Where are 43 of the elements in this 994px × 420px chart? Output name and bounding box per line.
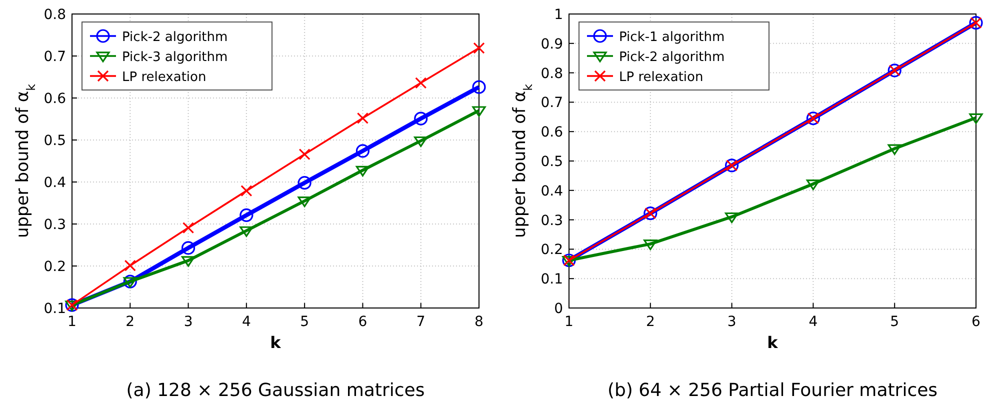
legend-label: Pick-2 algorithm	[122, 30, 228, 45]
y-tick-label: 0	[554, 301, 563, 317]
x-tick-label: 2	[646, 314, 655, 330]
y-tick-label: 0.9	[540, 36, 563, 52]
legend-label: Pick-3 algorithm	[122, 50, 228, 65]
y-tick-label: 0.7	[540, 95, 563, 112]
legend-label: Pick-2 algorithm	[619, 50, 725, 65]
y-tick-label: 0.8	[540, 66, 563, 82]
x-tick-label: 5	[300, 314, 310, 330]
y-tick-label: 0.5	[540, 154, 563, 170]
x-tick-label: 6	[358, 314, 368, 330]
y-tick-label: 0.7	[44, 49, 66, 65]
legend-label: LP relexation	[122, 70, 206, 85]
y-tick-label: 0.3	[540, 212, 563, 229]
x-tick-label: 4	[808, 314, 818, 330]
x-tick-label: 4	[242, 314, 251, 330]
x-tick-label: 2	[126, 314, 135, 330]
y-tick-label: 0.1	[540, 272, 563, 288]
legend-label: Pick-1 algorithm	[619, 30, 725, 45]
text: (a) 128 × 256 Gaussian matrices	[126, 380, 425, 401]
y-tick-label: 0.2	[540, 242, 563, 258]
y-tick-label: 1	[554, 7, 563, 23]
y-tick-label: 0.8	[44, 7, 66, 23]
x-axis-title: k	[767, 333, 778, 352]
x-tick-label: 3	[727, 314, 736, 330]
text: (b) 64 × 256 Partial Fourier matrices	[607, 380, 938, 401]
y-tick-label: 0.5	[44, 133, 66, 149]
legend-label: LP relexation	[619, 70, 704, 85]
y-tick-label: 0.6	[44, 91, 66, 107]
x-axis-title: k	[270, 333, 282, 352]
x-tick-label: 7	[416, 314, 426, 330]
x-tick-label: 1	[68, 314, 76, 330]
x-tick-label: 1	[564, 314, 574, 330]
x-tick-label: 3	[184, 314, 193, 330]
x-tick-label: 8	[474, 314, 484, 330]
y-tick-label: 0.4	[540, 183, 564, 200]
y-tick-label: 0.1	[44, 301, 66, 317]
x-tick-label: 6	[972, 314, 981, 330]
y-tick-label: 0.3	[44, 217, 66, 233]
y-tick-label: 0.2	[44, 259, 66, 275]
x-tick-label: 5	[890, 314, 900, 330]
y-tick-label: 0.6	[540, 124, 564, 141]
y-tick-label: 0.4	[44, 175, 66, 191]
